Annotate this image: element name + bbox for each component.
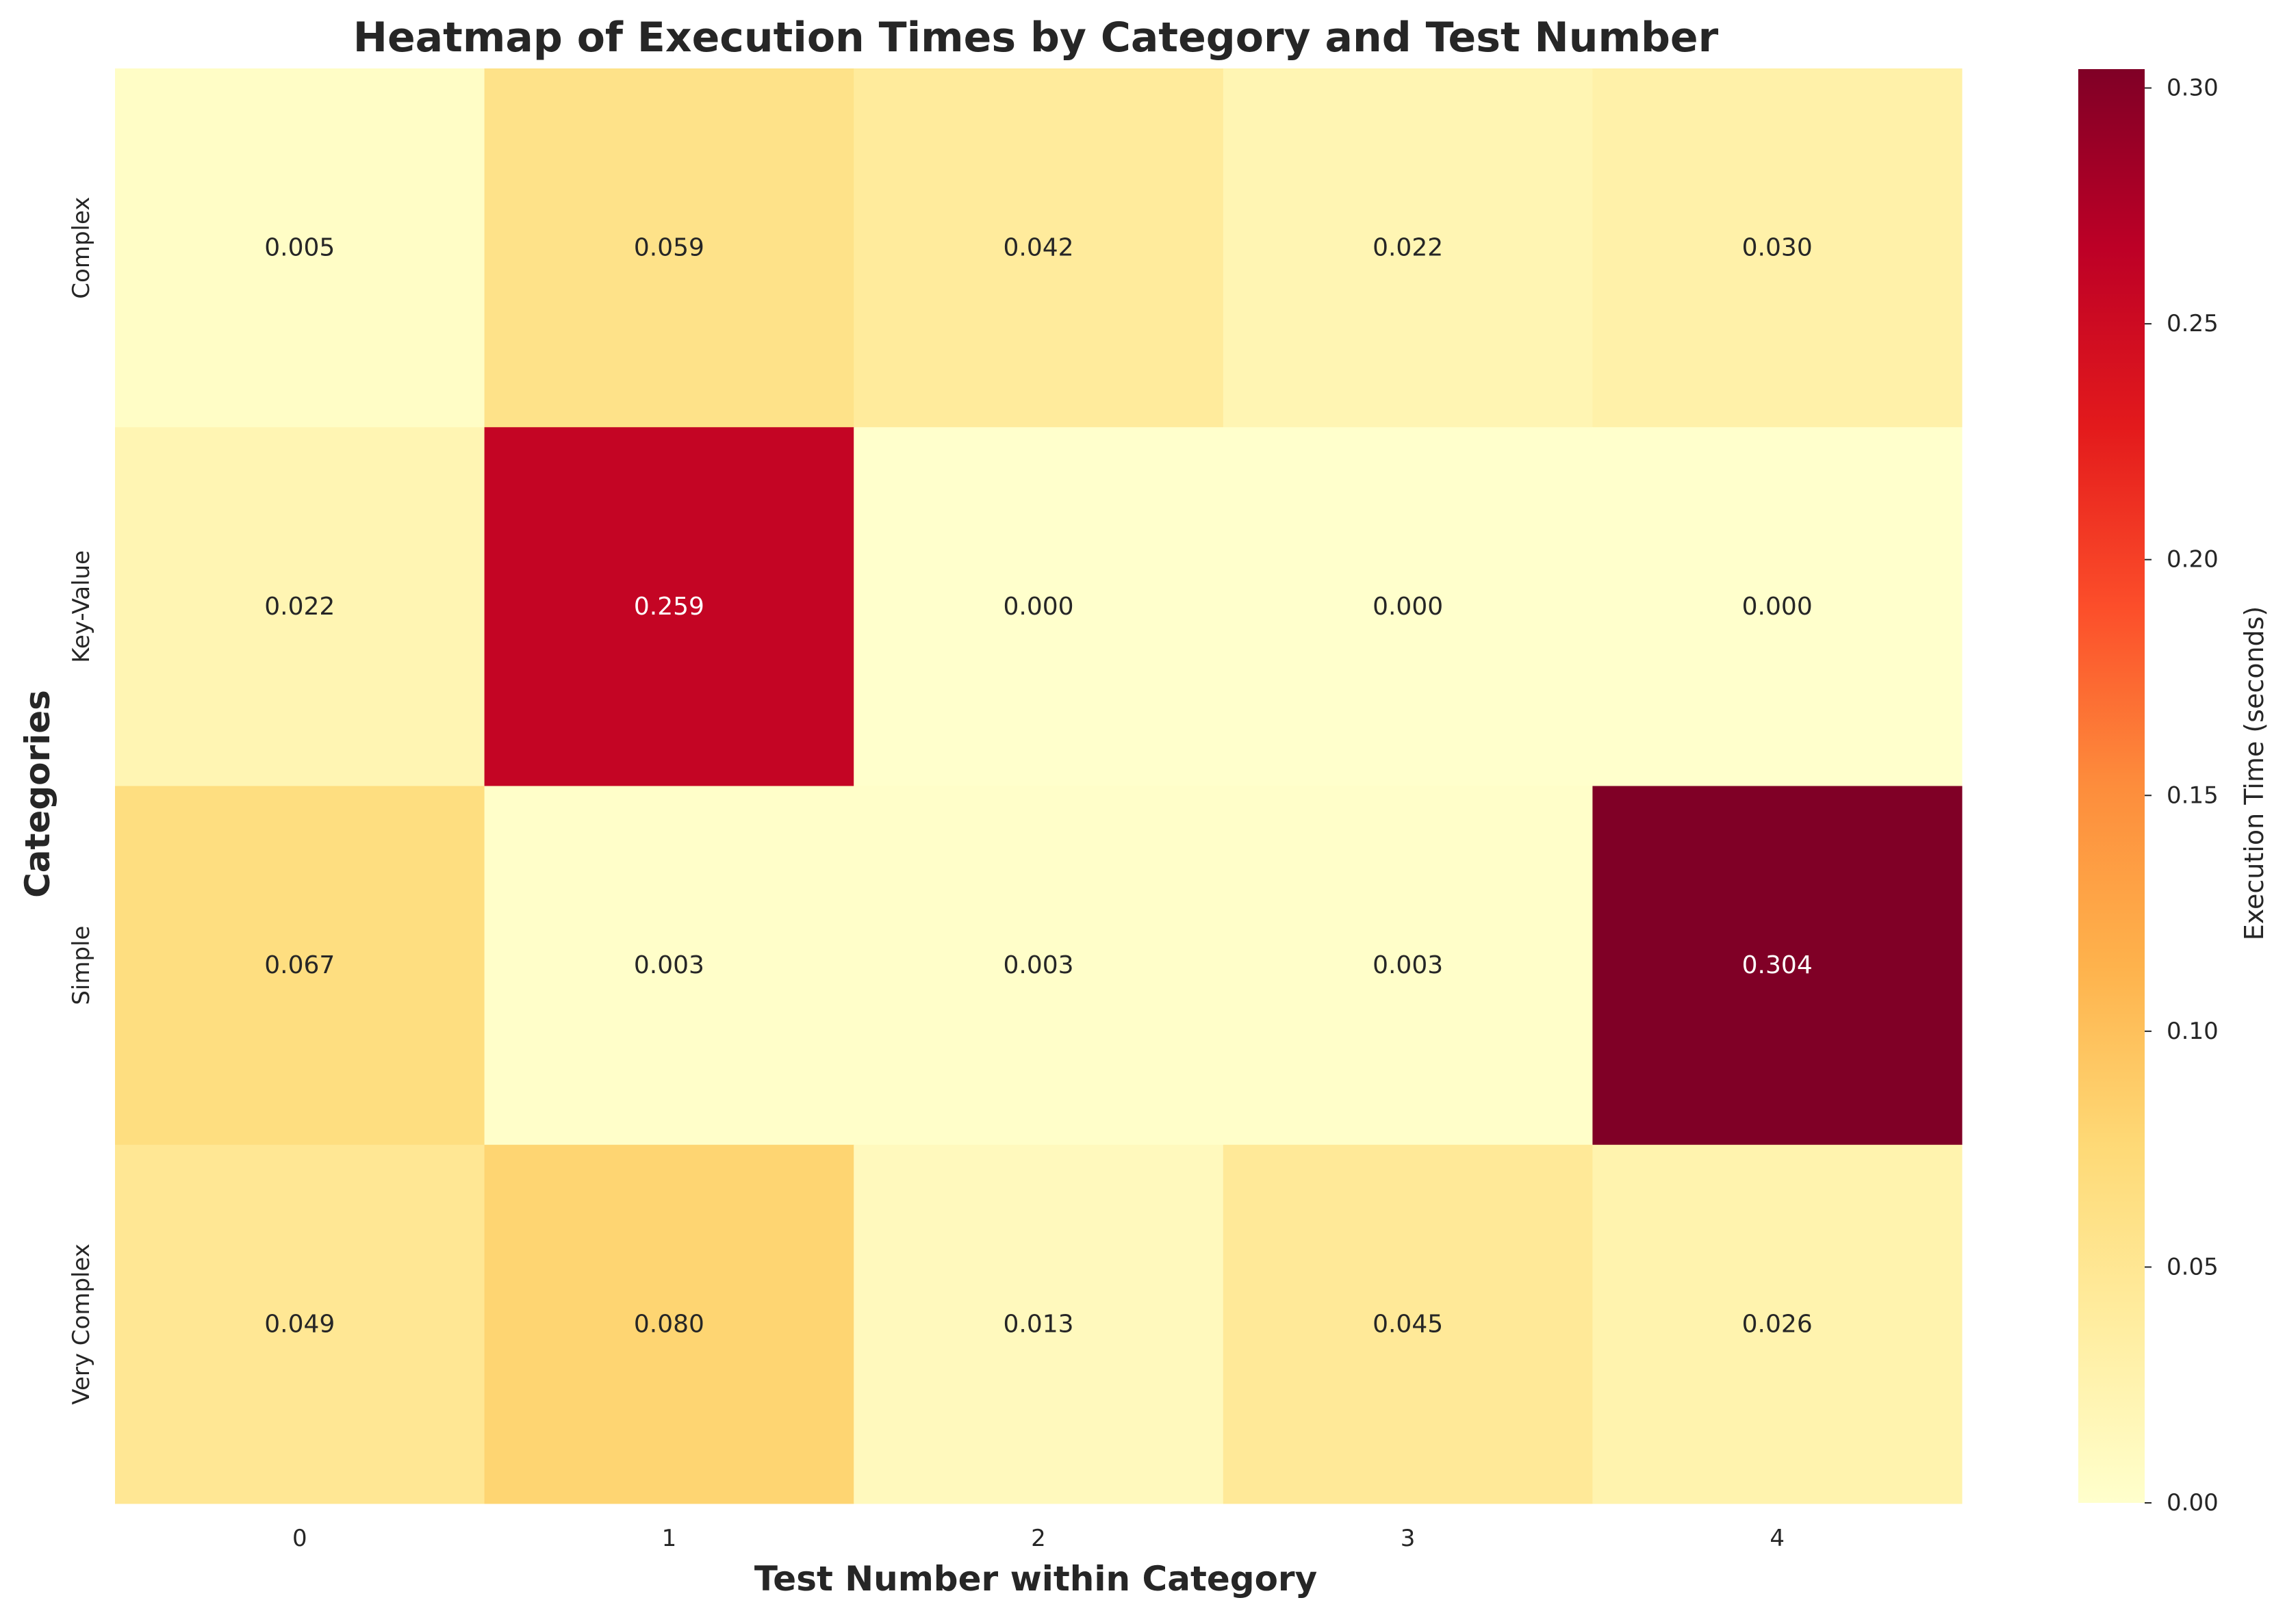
heatmap-cell [854, 1144, 1224, 1504]
heatmap-cell [1592, 68, 1963, 428]
heatmap-cell [1592, 786, 1963, 1146]
heatmap-cell [115, 1144, 485, 1504]
cell-value-label: 0.003 [1373, 951, 1443, 979]
x-tick-label: 4 [1770, 1525, 1785, 1552]
heatmap-cell [1223, 786, 1593, 1146]
cell-value-label: 0.042 [1003, 234, 1073, 262]
heatmap-cell [1223, 1144, 1593, 1504]
heatmap-cells: 0.005 0.059 0.042 0.022 0.030 0.022 0.259 0.000… [115, 68, 1963, 1504]
colorbar-tick-label: 0.10 [2167, 1018, 2219, 1045]
heatmap-cell [484, 786, 854, 1146]
heatmap-cell [484, 1144, 854, 1504]
heatmap-cell [1223, 427, 1593, 786]
heatmap-cell [115, 68, 485, 428]
y-axis-label: Categories [18, 690, 58, 898]
heatmap-cell [1223, 68, 1593, 428]
colorbar-tick-label: 0.20 [2167, 546, 2219, 573]
heatmap-cell [854, 427, 1224, 786]
x-axis-ticks: 0 1 2 3 4 [292, 1525, 1785, 1552]
colorbar-tick-label: 0.05 [2167, 1253, 2219, 1280]
heatmap-cell [484, 427, 854, 786]
heatmap-cell [1592, 427, 1963, 786]
cell-value-label: 0.049 [264, 1310, 335, 1338]
cell-value-label: 0.259 [634, 593, 704, 621]
heatmap-cell [115, 427, 485, 786]
y-tick-label: Very Complex [68, 1243, 95, 1405]
cell-value-label: 0.045 [1373, 1310, 1443, 1338]
heatmap-cell [854, 68, 1224, 428]
colorbar-tick-label: 0.30 [2167, 75, 2219, 102]
y-tick-label: Complex [68, 197, 95, 299]
cell-value-label: 0.022 [264, 593, 335, 621]
colorbar-tick-label: 0.00 [2167, 1489, 2219, 1517]
cell-value-label: 0.304 [1742, 951, 1813, 979]
cell-value-label: 0.005 [264, 234, 335, 262]
colorbar: 0.00 0.05 0.10 0.15 0.20 0.25 0.30 [2078, 69, 2219, 1517]
cell-value-label: 0.013 [1003, 1310, 1073, 1338]
colorbar-tick-label: 0.25 [2167, 310, 2219, 337]
y-tick-label: Key-Value [68, 550, 95, 663]
cell-value-label: 0.003 [1003, 951, 1073, 979]
x-tick-label: 1 [662, 1525, 677, 1552]
cell-value-label: 0.080 [634, 1310, 704, 1338]
cell-value-label: 0.000 [1373, 593, 1443, 621]
cell-value-label: 0.000 [1742, 593, 1813, 621]
colorbar-label: Execution Time (seconds) [2239, 606, 2269, 941]
cell-value-label: 0.067 [264, 951, 335, 979]
heatmap-cell [484, 68, 854, 428]
cell-value-label: 0.022 [1373, 234, 1443, 262]
colorbar-tick-label: 0.15 [2167, 782, 2219, 809]
x-axis-label: Test Number within Category [754, 1559, 1317, 1599]
heatmap-cell [1592, 1144, 1963, 1504]
x-tick-label: 2 [1031, 1525, 1046, 1552]
heatmap-cell [854, 786, 1224, 1146]
y-tick-label: Simple [68, 926, 95, 1005]
cell-value-label: 0.059 [634, 234, 704, 262]
x-tick-label: 3 [1401, 1525, 1416, 1552]
heatmap-cell [115, 786, 485, 1146]
cell-value-label: 0.026 [1742, 1310, 1813, 1338]
colorbar-gradient [2078, 69, 2145, 1503]
cell-value-label: 0.000 [1003, 593, 1073, 621]
chart-title: Heatmap of Execution Times by Category a… [353, 14, 1719, 62]
y-axis-ticks: Complex Key-Value Simple Very Complex [68, 197, 95, 1405]
cell-value-label: 0.030 [1742, 234, 1813, 262]
x-tick-label: 0 [292, 1525, 307, 1552]
cell-value-label: 0.003 [634, 951, 704, 979]
